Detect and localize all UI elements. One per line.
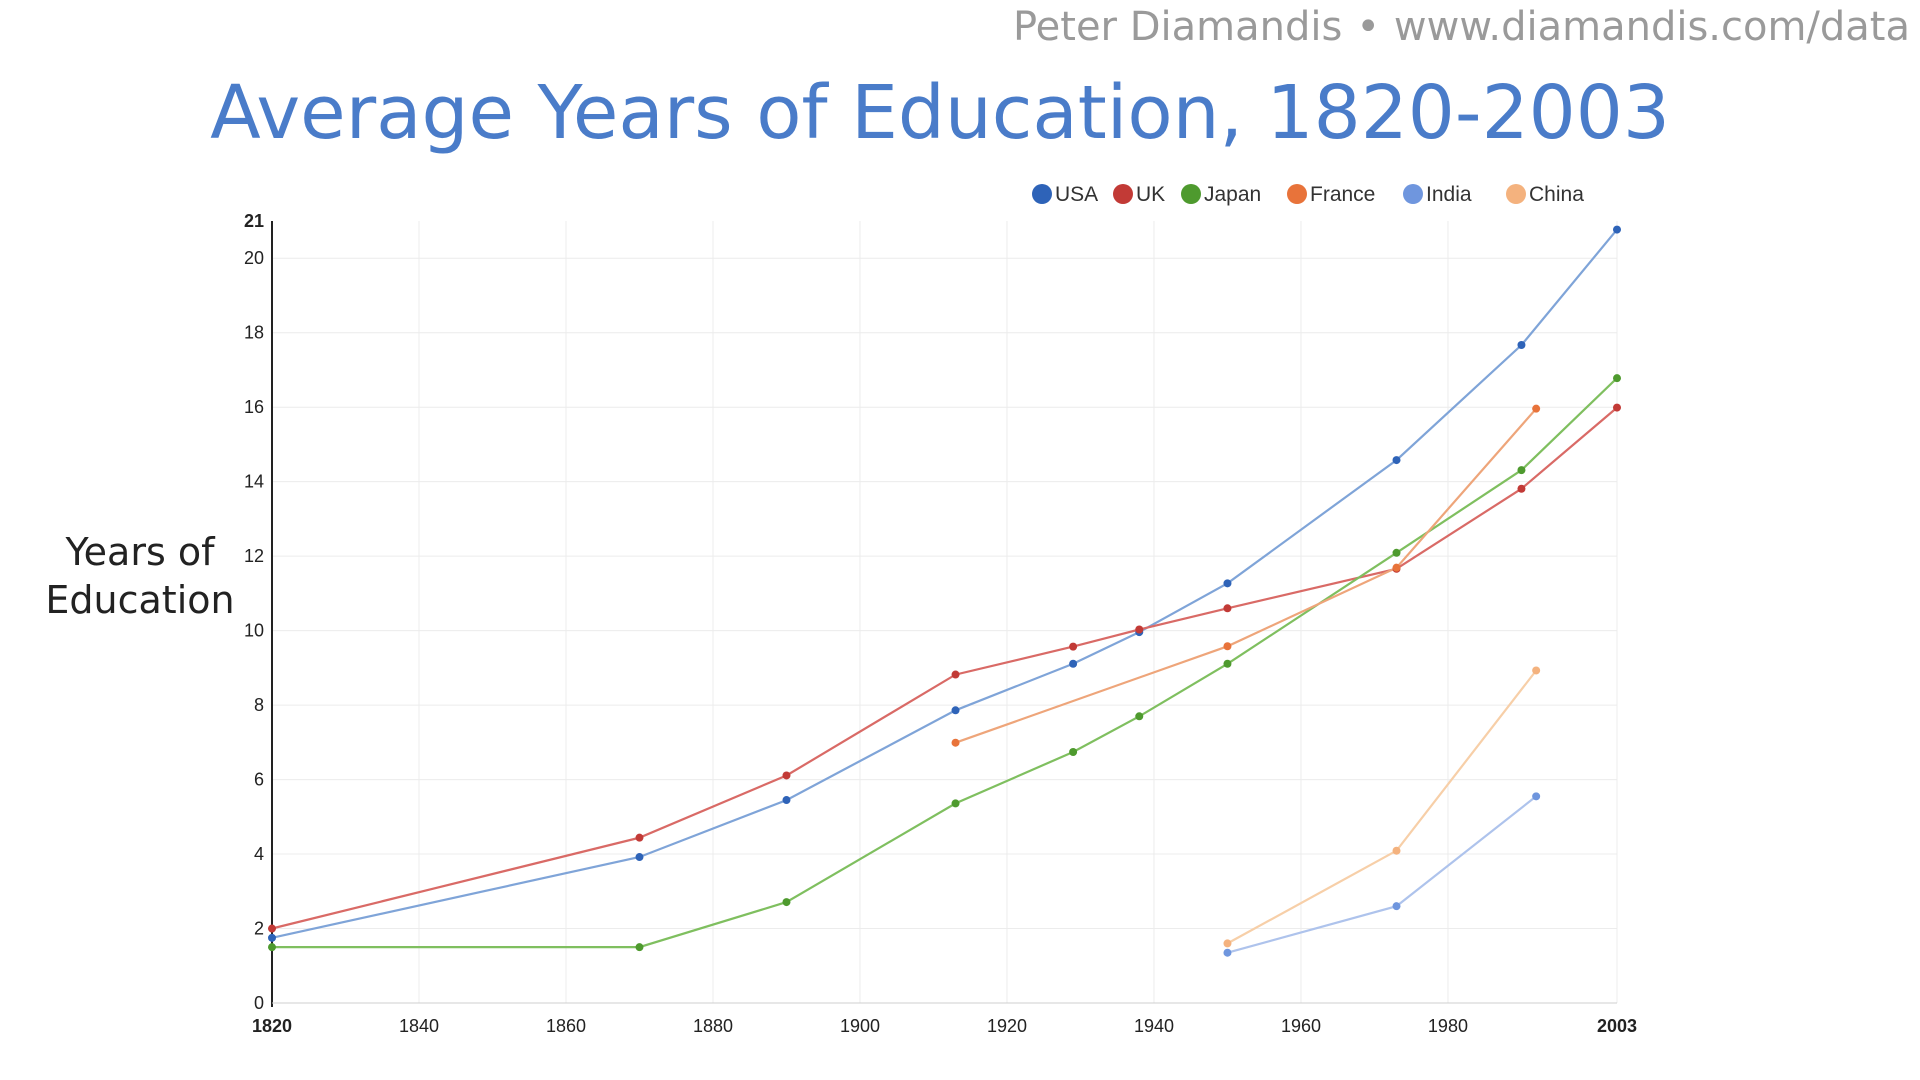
y-tick-label: 12 (244, 546, 264, 566)
data-point-japan (1069, 748, 1078, 757)
data-point-india (1392, 902, 1401, 911)
data-point-china (1392, 846, 1401, 855)
separator-dot: • (1356, 4, 1380, 50)
data-point-india (1223, 948, 1232, 957)
x-tick-label: 1840 (399, 1016, 439, 1036)
data-point-uk (1613, 403, 1621, 412)
data-point-uk (1135, 625, 1144, 634)
y-tick-label: 16 (244, 397, 264, 417)
data-point-japan (1613, 374, 1621, 383)
author-name: Peter Diamandis (1012, 4, 1343, 50)
y-tick-label: 8 (254, 695, 264, 715)
y-tick-label: 10 (244, 621, 264, 641)
data-point-japan (951, 799, 960, 808)
data-point-usa (782, 796, 791, 805)
series-line-china (1226, 669, 1538, 945)
legend-marker-china (1506, 184, 1526, 204)
series-points (268, 225, 1621, 957)
series-line-france (955, 407, 1538, 744)
x-tick-label: 1880 (693, 1016, 733, 1036)
legend-label-china: China (1529, 183, 1584, 206)
legend: USA UK Japan France India China (1032, 183, 1584, 206)
legend-marker-india (1403, 184, 1423, 204)
y-tick-label: 4 (254, 844, 264, 864)
y-tick-label: 18 (244, 323, 264, 343)
data-point-japan (1135, 712, 1144, 721)
y-tick-label: 21 (244, 211, 264, 231)
data-point-japan (782, 898, 791, 907)
legend-label-uk: UK (1136, 183, 1165, 206)
y-tick-label: 20 (244, 248, 264, 268)
data-point-usa (951, 706, 960, 715)
data-point-japan (635, 943, 644, 952)
data-point-usa (635, 853, 644, 862)
legend-label-india: India (1426, 183, 1472, 206)
series-line-uk (271, 406, 1618, 930)
data-point-france (1223, 642, 1232, 651)
x-tick-label: 1820 (252, 1016, 292, 1036)
data-point-usa (1517, 341, 1526, 350)
data-point-france (951, 738, 960, 747)
data-point-usa (1392, 456, 1401, 465)
y-tick-label: 6 (254, 770, 264, 790)
legend-label-usa: USA (1055, 183, 1098, 206)
legend-marker-uk (1113, 184, 1133, 204)
grid-lines (272, 221, 1618, 1003)
series-line-usa (271, 228, 1618, 939)
data-point-japan (268, 943, 276, 952)
legend-marker-usa (1032, 184, 1052, 204)
legend-marker-france (1287, 184, 1307, 204)
data-point-uk (782, 771, 791, 780)
data-point-france (1392, 563, 1401, 572)
series-line-japan (272, 377, 1618, 949)
data-point-uk (951, 670, 960, 679)
data-point-usa (1223, 579, 1232, 588)
data-point-japan (1223, 659, 1232, 668)
attribution: Peter Diamandis • www.diamandis.com/data (1013, 4, 1910, 50)
y-tick-label: 2 (254, 919, 264, 939)
legend-marker-japan (1181, 184, 1201, 204)
y-tick-label: 0 (254, 993, 264, 1013)
legend-label-france: France (1310, 183, 1375, 206)
x-tick-label: 1900 (840, 1016, 880, 1036)
data-point-uk (268, 924, 276, 933)
data-point-usa (1069, 659, 1078, 668)
data-point-uk (1069, 642, 1078, 651)
data-point-japan (1392, 548, 1401, 557)
data-point-uk (635, 833, 644, 842)
data-point-usa (268, 933, 276, 942)
x-tick-label: 1940 (1134, 1016, 1174, 1036)
source-url[interactable]: www.diamandis.com/data (1393, 4, 1910, 50)
tick-labels: 1820 1840 1860 1880 1900 1920 1940 1960 1980 2003… (244, 211, 1637, 1036)
data-point-france (1532, 404, 1541, 413)
x-tick-label: 1860 (546, 1016, 586, 1036)
chart-title: Average Years of Education, 1820-2003 (210, 70, 1670, 156)
series-line-india (1227, 795, 1537, 954)
data-point-usa (1613, 225, 1621, 234)
x-tick-label: 1920 (987, 1016, 1027, 1036)
axes (271, 221, 1617, 1007)
data-point-japan (1517, 466, 1526, 475)
legend-label-japan: Japan (1204, 183, 1261, 206)
series-lines (271, 228, 1618, 954)
x-tick-label: 1980 (1428, 1016, 1468, 1036)
data-point-india (1532, 792, 1541, 801)
data-point-china (1223, 939, 1232, 948)
data-point-uk (1517, 484, 1526, 493)
data-point-china (1532, 666, 1541, 675)
y-axis-label: Years of Education (45, 530, 235, 622)
x-tick-label: 2003 (1597, 1016, 1637, 1036)
data-point-uk (1223, 604, 1232, 613)
y-tick-label: 14 (244, 472, 264, 492)
x-tick-label: 1960 (1281, 1016, 1321, 1036)
